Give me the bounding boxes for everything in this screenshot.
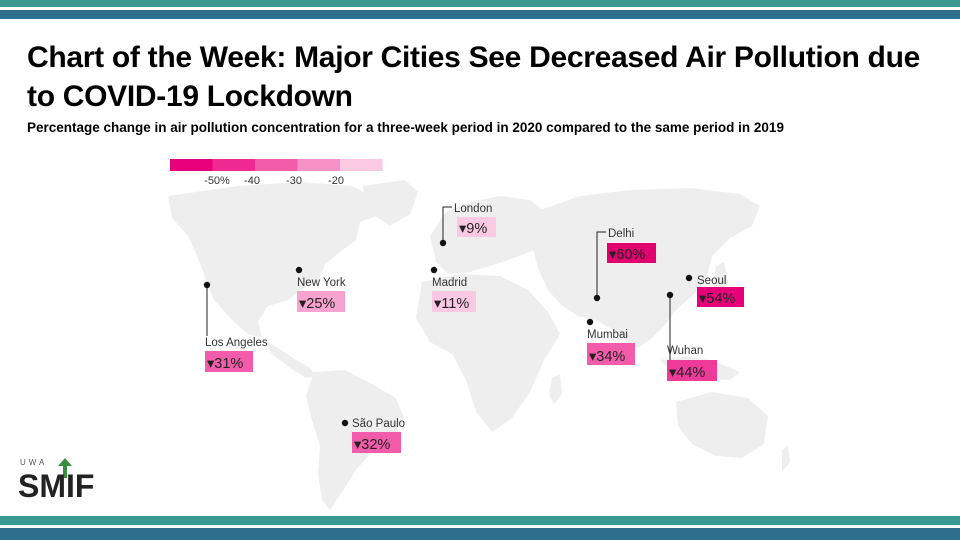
land-asia: [532, 188, 760, 348]
city-markers: London ▾9% Delhi ▾60% New York ▾25% Madrid ▾11%…: [203, 203, 744, 453]
city-marker: Seoul ▾54%: [685, 274, 744, 307]
city-value-box: [667, 360, 717, 381]
city-value-label: ▾11%: [434, 296, 469, 312]
city-name-label: Delhi: [608, 228, 634, 240]
city-marker: Los Angeles ▾31%: [203, 281, 268, 372]
city-dot: [203, 281, 211, 289]
city-value-box: [432, 291, 476, 312]
top-band-dark: [0, 10, 960, 19]
city-dot: [295, 266, 303, 274]
city-dot: [341, 419, 349, 427]
city-dot: [593, 294, 601, 302]
city-value-label: ▾34%: [589, 349, 625, 365]
city-marker: Madrid ▾11%: [430, 266, 476, 312]
city-value-box: [352, 432, 401, 453]
upward-arrow-icon: [58, 458, 72, 478]
city-marker: London ▾9%: [439, 203, 496, 247]
legend-swatch: [297, 159, 340, 171]
city-value-label: ▾32%: [354, 437, 390, 453]
city-name-label: Los Angeles: [205, 337, 268, 349]
city-value-box: [297, 291, 345, 312]
city-name-label: Mumbai: [587, 329, 628, 341]
city-marker: São Paulo ▾32%: [341, 418, 405, 453]
legend-swatch: [255, 159, 298, 171]
leader-line: [442, 206, 452, 243]
city-marker: Delhi ▾60%: [593, 228, 656, 302]
city-value-box: [205, 351, 253, 372]
city-dot: [685, 274, 693, 282]
city-name-label: São Paulo: [352, 418, 405, 430]
land-central-america: [262, 338, 316, 378]
city-value-label: ▾44%: [669, 365, 705, 381]
page-subtitle: Percentage change in air pollution conce…: [27, 120, 784, 135]
land-new-zealand: [782, 446, 790, 472]
city-dot: [586, 318, 594, 326]
city-name-label: New York: [297, 277, 346, 289]
city-dot: [666, 291, 674, 299]
city-value-label: ▾25%: [299, 296, 335, 312]
legend-swatch: [340, 159, 383, 171]
top-band-teal: [0, 0, 960, 7]
land-north-america: [168, 182, 382, 338]
land-africa: [416, 274, 560, 432]
legend-tick-label: -50%: [204, 175, 230, 187]
city-value-box: [457, 217, 496, 237]
legend-tick-label: -40: [244, 175, 260, 187]
bottom-band-dark: [0, 528, 960, 540]
logo-main-text: SMIF: [18, 468, 95, 504]
city-value-box: [697, 287, 744, 307]
page-title: Chart of the Week: Major Cities See Decr…: [27, 41, 920, 113]
logo-top-text: UWA: [20, 458, 48, 467]
city-name-label: Wuhan: [667, 345, 703, 357]
city-value-box: [587, 343, 635, 365]
legend-tick-label: -30: [286, 175, 302, 187]
city-dot: [439, 239, 447, 247]
city-value-label: ▾9%: [459, 221, 487, 237]
uwa-smif-logo: UWA SMIF: [18, 458, 118, 512]
city-name-label: Madrid: [432, 277, 467, 289]
bottom-band-teal: [0, 516, 960, 525]
city-value-label: ▾31%: [207, 356, 243, 372]
city-name-label: London: [454, 203, 492, 215]
city-dot: [430, 266, 438, 274]
legend-swatch: [212, 159, 255, 171]
city-marker: New York ▾25%: [295, 266, 346, 312]
land-greenland: [362, 180, 418, 226]
city-marker: Wuhan ▾44%: [666, 291, 717, 381]
city-value-box: [607, 243, 656, 263]
land-australia: [676, 392, 768, 458]
city-marker: Mumbai ▾34%: [586, 318, 635, 365]
color-legend: -50% -40 -30 -20: [170, 159, 383, 187]
city-value-label: ▾54%: [699, 291, 735, 307]
leader-line: [596, 231, 606, 298]
legend-tick-label: -20: [328, 175, 344, 187]
legend-swatch: [170, 159, 213, 171]
land-madagascar: [549, 374, 562, 404]
city-name-label: Seoul: [697, 275, 726, 287]
city-value-label: ▾60%: [609, 247, 645, 263]
